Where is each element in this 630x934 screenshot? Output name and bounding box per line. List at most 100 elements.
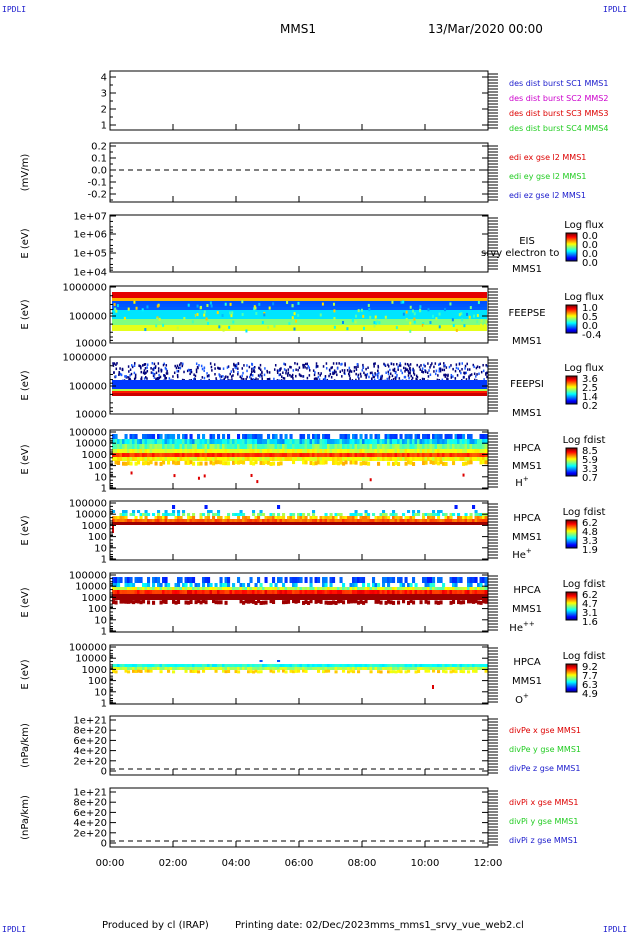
panel-5-band <box>112 389 487 391</box>
panel-6-pixel <box>222 449 226 453</box>
panel-8-pixel <box>292 599 296 604</box>
panel-9-pixel <box>392 670 396 674</box>
panel-9-pixel <box>232 667 236 670</box>
panel-7-pixel <box>284 522 288 525</box>
panel-7-pixel <box>477 516 481 519</box>
panel-4-pixel <box>357 309 360 313</box>
panel-9-pixel <box>272 667 276 670</box>
panel-7-species-sup: + <box>526 547 532 555</box>
panel-6-pixel <box>294 444 298 449</box>
panel-6-pixel <box>197 434 201 439</box>
panel-8-pixel <box>229 594 233 600</box>
panel-4-pixel <box>114 307 117 311</box>
panel-6-pixel <box>397 457 401 461</box>
panel-5-pixel <box>423 377 425 381</box>
panel-6-pixel <box>152 439 156 444</box>
panel-8-pixel <box>364 587 368 590</box>
panel-6-pixel <box>247 434 251 439</box>
panel-4-pixel <box>207 321 210 325</box>
panel-8-pixel <box>187 600 191 605</box>
panel-8-pixel <box>332 577 336 583</box>
panel-9-pixel <box>177 664 181 667</box>
panel-9-pixel <box>222 667 226 670</box>
corner-tag-top-right: IPDLI <box>603 5 628 14</box>
panel-8-pixel <box>374 594 378 600</box>
panel-8-pixel <box>272 587 276 590</box>
panel-7-pixel <box>219 516 223 519</box>
panel-8-pixel <box>204 577 208 583</box>
panel-9-pixel <box>249 664 253 667</box>
panel-6-pixel <box>444 453 448 457</box>
panel-6-pixel <box>449 444 453 449</box>
panel-5-pixel <box>304 362 307 366</box>
panel-5-pixel <box>138 364 140 367</box>
panel-7-pixel <box>162 513 166 516</box>
panel-6-colorbar-strip <box>566 449 577 451</box>
panel-9-pixel <box>142 667 146 670</box>
panel-5-pixel <box>444 375 447 378</box>
panel-5-pixel <box>292 377 294 380</box>
panel-7-pixel <box>352 522 356 525</box>
panel-7-pixel <box>274 516 278 519</box>
panel-4-pixel <box>209 301 212 305</box>
panel-6-pixel <box>172 434 176 439</box>
panel-8-pixel <box>434 587 438 590</box>
panel-10-ytick-label: 6e+20 <box>73 736 107 747</box>
panel-7-pixel <box>219 522 223 525</box>
panel-6-pixel <box>447 449 451 453</box>
panel-8-pixel <box>422 590 426 594</box>
panel-5-pixel <box>421 377 424 381</box>
panel-8-pixel <box>344 587 348 590</box>
panel-6-pixel <box>292 460 296 465</box>
panel-8-pixel <box>457 590 461 594</box>
panel-8-pixel <box>342 594 346 600</box>
panel-9-pixel <box>364 667 368 670</box>
panel-9-pixel <box>357 670 361 674</box>
panel-6-pixel <box>434 444 438 449</box>
panel-5-pixel <box>441 378 444 382</box>
panel-5-pixel <box>397 365 399 369</box>
panel-4-band <box>112 313 487 316</box>
panel-6-pixel <box>189 434 193 439</box>
panel-8-colorbar-strip <box>566 609 577 611</box>
panel-7-pixel <box>164 513 168 516</box>
panel-6-pixel <box>439 444 443 449</box>
panel-6-pixel <box>452 449 456 453</box>
panel-5-pixel <box>411 376 414 380</box>
panel-9-instrument-label: HPCA <box>513 657 541 668</box>
panel-7-pixel <box>229 519 233 522</box>
panel-7-pixel <box>112 522 116 525</box>
panel-8-instrument-label: HPCA <box>513 585 541 596</box>
panel-5-pixel <box>358 377 360 380</box>
panel-5-pixel <box>399 362 401 365</box>
panel-8-pixel <box>222 590 226 594</box>
panel-8-pixel <box>229 587 233 590</box>
panel-7-pixel <box>162 522 166 525</box>
panel-6-pixel <box>387 434 391 439</box>
panel-8-pixel <box>152 587 156 590</box>
panel-6-pixel <box>224 453 228 457</box>
panel-7-pixel <box>122 519 126 522</box>
panel-8-pixel <box>384 590 388 594</box>
panel-6-pixel <box>324 434 328 439</box>
panel-5-colorbar-strip <box>566 386 577 388</box>
panel-8-pixel <box>199 590 203 594</box>
panel-8-pixel <box>224 590 228 594</box>
panel-6-pixel <box>374 444 378 449</box>
panel-9-pixel <box>399 670 403 674</box>
panel-6-pixel <box>212 457 216 461</box>
panel-9-pixel <box>319 664 323 667</box>
panel-5-pixel <box>295 368 297 371</box>
panel-6-pixel <box>132 449 136 453</box>
panel-5-instrument-label: FEEPSI <box>510 379 544 390</box>
panel-7-pixel <box>424 513 428 516</box>
panel-6-colorbar-strip <box>566 465 577 467</box>
panel-6-pixel <box>312 453 316 457</box>
panel-7-pixel <box>182 522 186 525</box>
panel-9-pixel <box>287 667 291 670</box>
panel-6-pixel <box>134 457 138 461</box>
panel-7-pixel <box>444 519 448 522</box>
panel-5-pixel <box>246 369 248 373</box>
panel-4-pixel <box>210 304 213 308</box>
panel-6-pixel <box>467 449 471 453</box>
